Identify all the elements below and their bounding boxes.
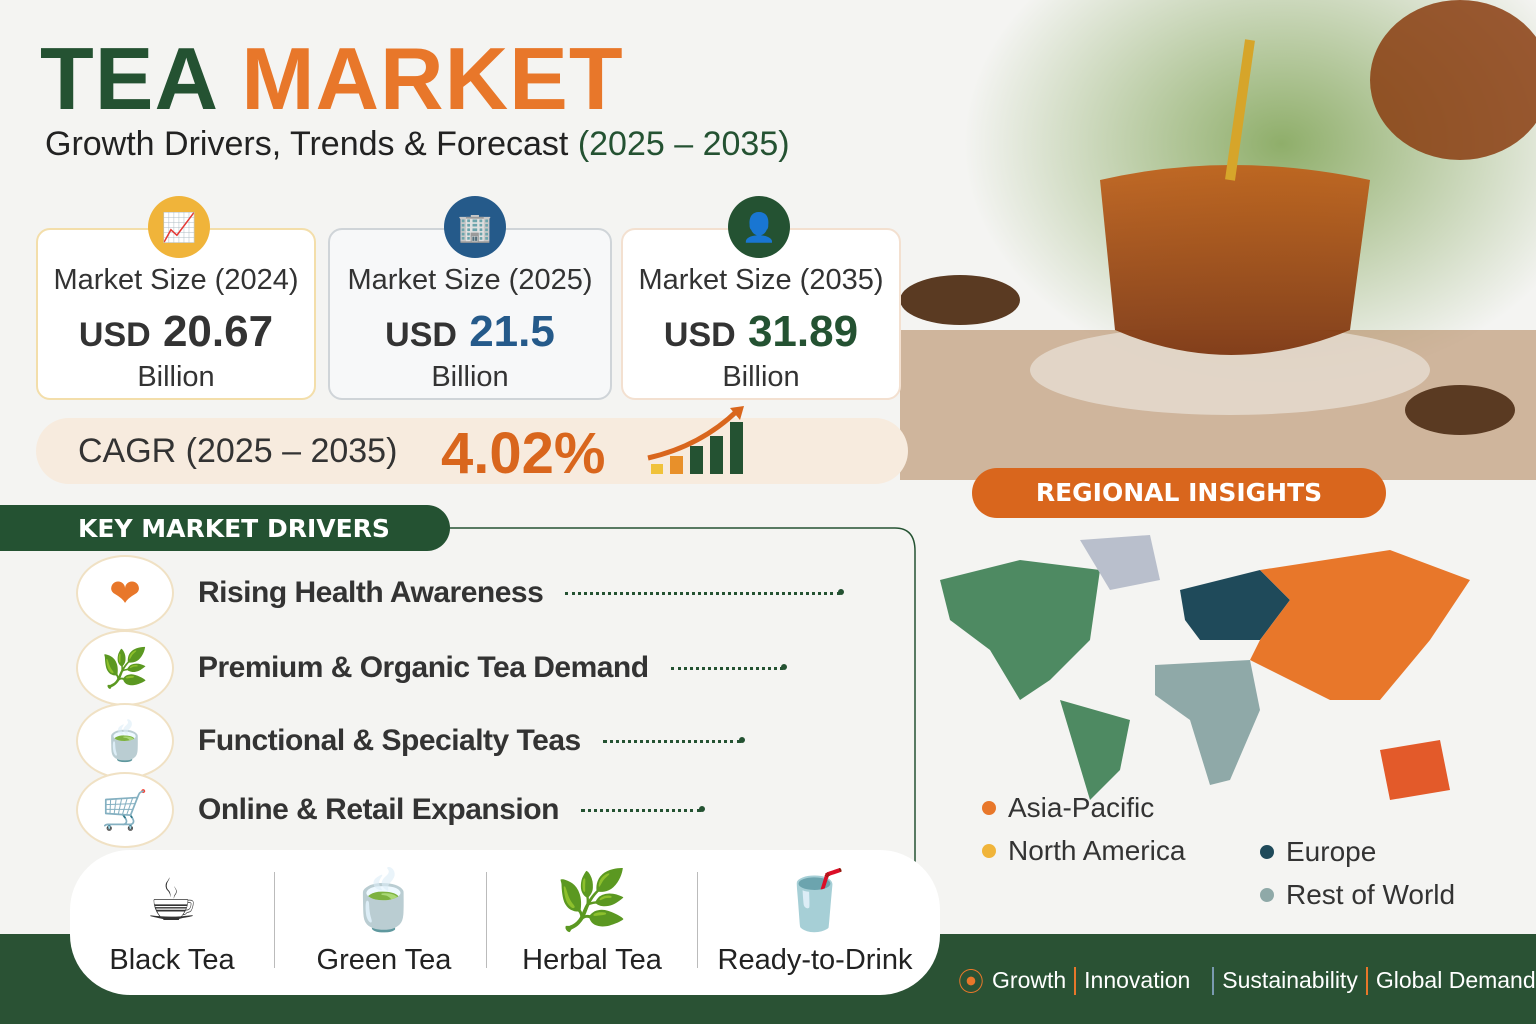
heart-icon: ❤ — [76, 555, 174, 631]
cagr-value: 4.02% — [441, 421, 606, 486]
footer-tags: ⦿ Growth Innovation Sustainability Globa… — [958, 962, 1536, 999]
driver-item: 🍵 Functional & Specialty Teas — [76, 703, 896, 779]
tea-type-herbal: 🌿 Herbal Tea — [492, 850, 692, 977]
building-chart-icon: 🏢 — [444, 196, 506, 258]
green-tea-icon: 🍵 — [347, 865, 421, 934]
bottle-icon: 🥤 — [778, 865, 852, 934]
growth-logo-icon: ⦿ — [958, 967, 985, 997]
regional-insights-heading: REGIONAL INSIGHTS — [972, 468, 1386, 518]
tea-types-panel — [70, 850, 940, 995]
tea-picker-icon: 👤 — [728, 196, 790, 258]
legend-europe: Europe — [1260, 836, 1376, 868]
region-south-america — [1060, 700, 1130, 800]
subtitle: Growth Drivers, Trends & Forecast (2025 … — [45, 125, 790, 163]
region-greenland — [1080, 535, 1160, 590]
cagr-banner: CAGR (2025 – 2035) 4.02% — [36, 406, 908, 486]
legend-asia-pacific: Asia-Pacific — [982, 792, 1154, 824]
herbal-tea-icon: 🌿 — [555, 865, 629, 934]
tea-type-rtd: 🥤 Ready-to-Drink — [715, 850, 915, 977]
region-north-america — [940, 560, 1100, 700]
region-australia — [1380, 740, 1450, 800]
driver-item: 🌿 Premium & Organic Tea Demand — [76, 630, 896, 706]
driver-item: ❤ Rising Health Awareness — [76, 555, 896, 631]
growth-bars-arrow-icon — [647, 406, 744, 474]
key-market-drivers-heading: KEY MARKET DRIVERS — [0, 505, 450, 551]
legend-rest-of-world: Rest of World — [1260, 879, 1455, 911]
specialty-tea-icon: 🍵 — [76, 703, 174, 779]
leaf-icon: 🌿 — [76, 630, 174, 706]
black-tea-icon: ☕ — [146, 866, 198, 934]
driver-item: 🛒 Online & Retail Expansion — [76, 772, 896, 848]
cagr-label: CAGR (2025 – 2035) — [78, 432, 398, 470]
page-title: TEA MARKET — [40, 29, 624, 128]
shopping-cart-icon: 🛒 — [76, 772, 174, 848]
tea-pouring-photo — [900, 0, 1536, 480]
region-asia-pacific — [1250, 550, 1470, 700]
region-africa — [1155, 660, 1260, 785]
world-map — [940, 535, 1470, 800]
tea-type-green: 🍵 Green Tea — [284, 850, 484, 977]
tea-type-black: ☕ Black Tea — [72, 850, 272, 977]
region-europe — [1180, 570, 1290, 640]
legend-north-america: North America — [982, 835, 1185, 867]
chart-growth-icon: 📈 — [148, 196, 210, 258]
